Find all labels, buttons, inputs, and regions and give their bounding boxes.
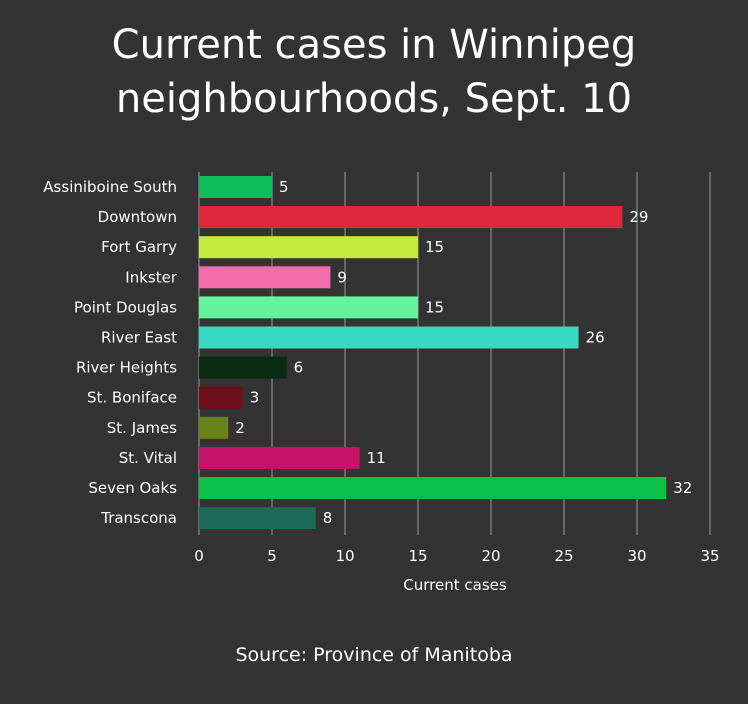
value-label: 15	[425, 298, 444, 316]
bar	[199, 386, 243, 409]
bar	[199, 446, 360, 469]
bar	[199, 206, 623, 229]
bar	[199, 326, 579, 349]
bar	[199, 236, 418, 259]
x-tick-label: 35	[700, 547, 719, 565]
chart-title-line-2: neighbourhoods, Sept. 10	[115, 76, 633, 122]
value-label: 29	[629, 208, 648, 226]
value-label: 8	[323, 509, 333, 527]
category-label: St. Vital	[119, 449, 177, 467]
chart-title: Current cases in Winnipeg neighbourhoods…	[0, 18, 748, 126]
x-tick-label: 10	[335, 547, 354, 565]
category-label: Inkster	[125, 268, 178, 286]
x-tick-label: 0	[194, 547, 204, 565]
value-labels: 5 29 15 9 15 26 6 32 11 32 8	[235, 178, 692, 527]
chart-title-line-1: Current cases in Winnipeg	[111, 22, 637, 68]
category-label: Point Douglas	[74, 298, 177, 316]
grid-lines	[198, 172, 711, 535]
value-label: 3	[250, 389, 260, 407]
bars	[199, 176, 667, 530]
category-label: Seven Oaks	[88, 479, 177, 497]
bar	[199, 296, 418, 319]
source-note: Source: Province of Manitoba	[235, 644, 513, 666]
bar	[199, 356, 287, 379]
bar-chart: Assiniboine South Downtown Fort Garry Inkst…	[43, 172, 720, 594]
value-label: 6	[294, 359, 304, 377]
category-label: Fort Garry	[101, 238, 177, 256]
bar	[199, 477, 667, 499]
value-label: 5	[279, 178, 289, 196]
value-label: 2	[235, 419, 245, 437]
category-labels: Assiniboine South Downtown Fort Garry Inkst…	[43, 178, 178, 527]
x-tick-label: 5	[267, 547, 277, 565]
bar	[199, 507, 316, 530]
bar	[199, 416, 229, 439]
value-label: 15	[425, 238, 444, 256]
value-label: 9	[337, 268, 347, 286]
bar	[199, 176, 272, 198]
value-label: 32	[673, 479, 692, 497]
category-label: Transcona	[100, 509, 177, 527]
category-label: St. Boniface	[87, 389, 177, 407]
category-label: Assiniboine South	[43, 178, 177, 196]
x-axis-ticks: 0 5 10 15 20 25 30 35	[194, 547, 719, 565]
category-label: St. James	[107, 419, 177, 437]
x-tick-label: 25	[554, 547, 573, 565]
category-label: River East	[101, 329, 177, 347]
value-label: 11	[367, 449, 386, 467]
value-label: 26	[586, 329, 605, 347]
category-label: Downtown	[98, 208, 177, 226]
category-label: River Heights	[76, 359, 177, 377]
x-tick-label: 30	[627, 547, 646, 565]
x-axis-title: Current cases	[403, 576, 507, 594]
x-tick-label: 20	[481, 547, 500, 565]
bar	[199, 266, 331, 289]
x-tick-label: 15	[408, 547, 427, 565]
